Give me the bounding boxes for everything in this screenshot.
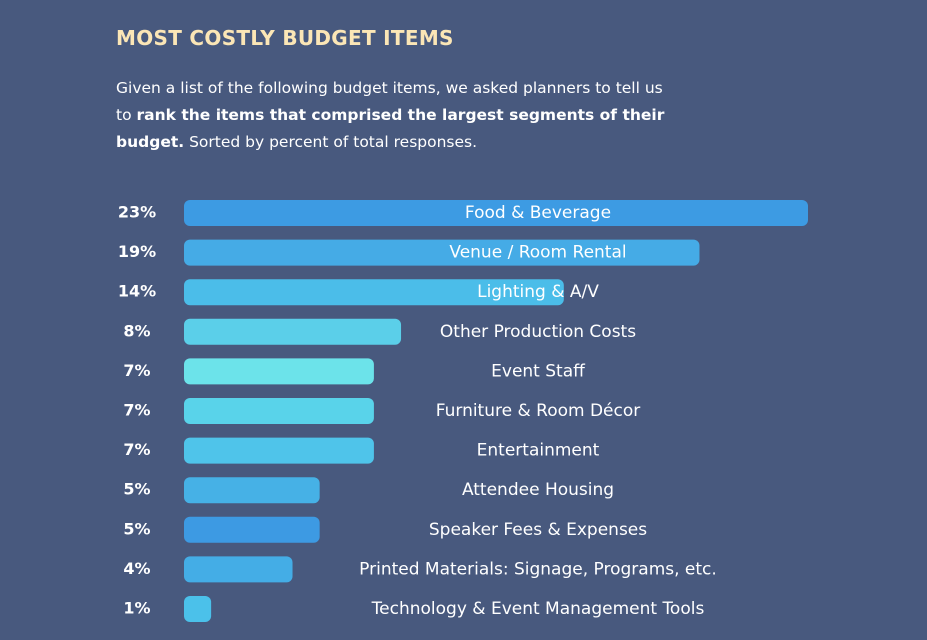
category-label: Lighting & A/V xyxy=(477,282,599,302)
bar xyxy=(184,556,293,583)
bar xyxy=(184,596,212,622)
bar xyxy=(184,358,374,385)
value-label: 5% xyxy=(123,519,150,538)
value-label: 7% xyxy=(123,401,150,420)
value-label: 7% xyxy=(123,361,150,380)
value-label: 19% xyxy=(118,242,156,261)
category-label: Food & Beverage xyxy=(465,203,611,223)
description-text: Sorted by percent of total responses. xyxy=(189,133,478,151)
category-label: Entertainment xyxy=(477,441,600,461)
value-label: 14% xyxy=(118,282,156,301)
bar xyxy=(184,398,374,424)
category-label: Other Production Costs xyxy=(440,322,636,342)
category-label: Printed Materials: Signage, Programs, et… xyxy=(359,559,717,579)
bar xyxy=(184,200,808,226)
category-label: Furniture & Room Décor xyxy=(436,401,641,421)
description: Given a list of the following budget ite… xyxy=(116,75,676,156)
value-label: 23% xyxy=(118,203,156,222)
bar xyxy=(184,477,320,504)
value-label: 4% xyxy=(123,559,150,578)
description-text: Given a list of the following budget ite… xyxy=(116,79,663,124)
bar xyxy=(184,516,320,543)
value-label: 7% xyxy=(123,440,150,459)
bar xyxy=(184,437,374,464)
bar xyxy=(184,318,402,345)
category-label: Technology & Event Management Tools xyxy=(371,599,705,619)
chart-title: MOST COSTLY BUDGET ITEMS xyxy=(116,26,454,50)
value-label: 5% xyxy=(123,480,150,499)
bar xyxy=(184,239,700,266)
value-label: 8% xyxy=(123,321,150,340)
value-label: 1% xyxy=(123,599,150,618)
description-emphasis: rank the items that comprised the larges… xyxy=(116,106,665,151)
bar xyxy=(184,279,564,306)
category-label: Event Staff xyxy=(491,361,586,381)
category-label: Attendee Housing xyxy=(462,480,614,500)
category-label: Speaker Fees & Expenses xyxy=(429,520,647,540)
category-label: Venue / Room Rental xyxy=(449,243,626,263)
